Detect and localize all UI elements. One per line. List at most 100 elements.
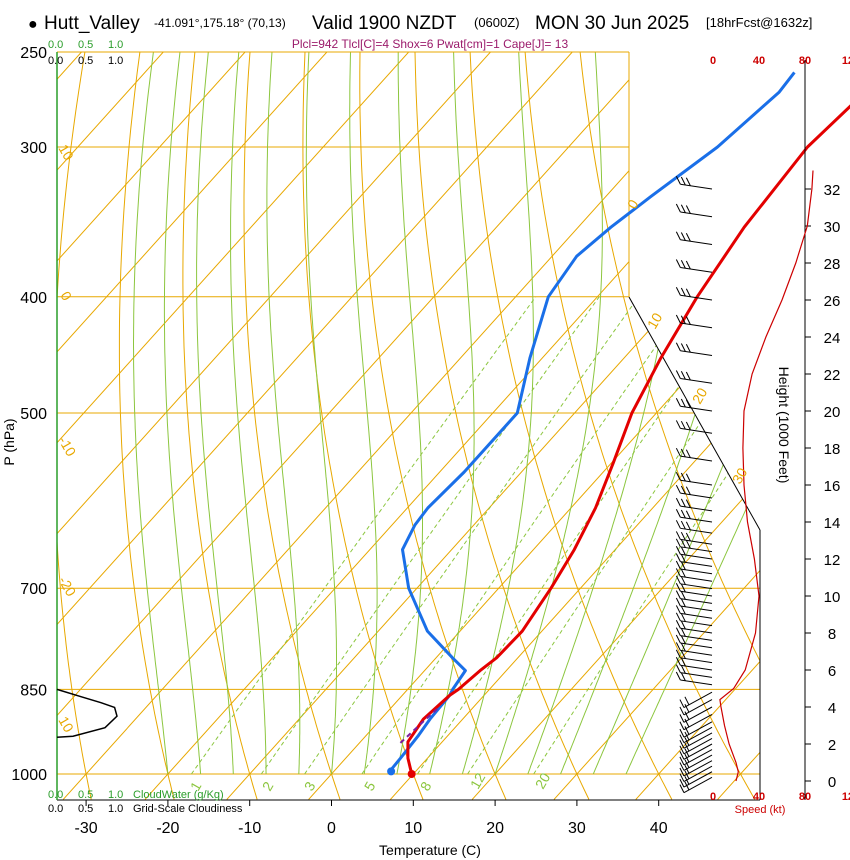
- wind-barb-feather: [680, 635, 686, 644]
- wind-barb-feather: [680, 371, 686, 380]
- cloud-top-black-2: 1.0: [108, 55, 123, 67]
- wind-barb-staff: [680, 612, 713, 619]
- wind-barb-staff: [680, 492, 713, 499]
- wind-barb-feather: [675, 597, 681, 607]
- wind-barb-feather: [680, 398, 686, 408]
- wind-barb: [675, 656, 713, 671]
- dry-adiabat: [523, 52, 756, 800]
- wind-barb-feather: [685, 532, 691, 542]
- dry-adiabat: [631, 52, 760, 800]
- wind-barb: [675, 447, 713, 462]
- wind-barb-feather: [680, 287, 686, 297]
- wind-barb-feather: [680, 539, 686, 548]
- temperature-tick-label: 40: [650, 820, 668, 837]
- wind-barb-feather: [680, 531, 686, 541]
- wind-barb-feather: [675, 397, 681, 407]
- wind-barb-feather: [685, 344, 691, 353]
- wind-barb-staff: [680, 546, 713, 553]
- wind-barb-staff: [680, 649, 713, 656]
- wind-barb-feather: [685, 371, 691, 381]
- mixing-ratio-label: 20: [532, 770, 554, 792]
- isotherm: [57, 52, 183, 800]
- wind-barb-staff: [680, 183, 713, 190]
- wind-barb-feather: [675, 447, 681, 457]
- cloud-bottom-green-2: 1.0: [108, 789, 123, 801]
- wind-barb: [675, 671, 713, 686]
- temperature-axis: -30 -20 -10 0 10 20 30 40: [75, 800, 668, 837]
- station-location: -41.091°,175.18° (70,13): [154, 16, 286, 30]
- temperature-tick-label: 30: [568, 820, 586, 837]
- wind-barb-staff: [683, 726, 713, 744]
- cloud-bottom-black-0: 0.0: [48, 803, 63, 815]
- wind-barb-staff: [680, 620, 713, 627]
- wind-barb-feather: [680, 665, 686, 674]
- tropo-edge-line: [628, 296, 761, 531]
- wind-barb-feather: [675, 314, 681, 324]
- wind-barb: [679, 699, 713, 716]
- wind-barb-feather: [680, 546, 686, 556]
- dry-adiabat-label: 10: [55, 142, 77, 164]
- wind-barb-staff: [680, 266, 713, 273]
- wind-barb-feather: [679, 728, 685, 738]
- wind-barb-feather: [679, 784, 685, 793]
- moist-adiabat: [494, 52, 603, 775]
- height-tick-label: 32: [824, 182, 841, 199]
- wind-barb-feather: [680, 176, 686, 186]
- wind-barb-feather: [679, 734, 685, 743]
- temperature-line: [406, 104, 850, 775]
- wind-barb-feather: [675, 642, 681, 651]
- height-tick-label: 4: [828, 700, 836, 717]
- height-tick-label: 0: [828, 774, 836, 791]
- wind-barb: [675, 471, 713, 486]
- wind-barb-feather: [675, 656, 681, 666]
- wind-barb-staff: [680, 239, 713, 245]
- wind-barb-feather: [680, 620, 686, 630]
- wind-barb: [675, 538, 713, 553]
- wind-barb-staff: [680, 455, 713, 462]
- moist-adiabat: [133, 52, 169, 775]
- wind-barb-feather: [680, 448, 686, 458]
- wind-barb-feather: [675, 497, 681, 507]
- wind-barb-feather: [675, 342, 681, 351]
- height-tick-label: 28: [824, 256, 841, 273]
- wind-barb-feather: [685, 510, 691, 519]
- wind-barb-feather: [675, 175, 681, 185]
- wind-barb-feather: [679, 751, 685, 760]
- isopleths: [57, 52, 760, 800]
- wind-barb-feather: [679, 745, 685, 755]
- wind-barb-staff: [680, 527, 713, 534]
- wind-barb: [679, 691, 713, 708]
- height-tick-label: 30: [824, 219, 841, 236]
- wind-barb: [675, 649, 713, 664]
- wind-barb-feather: [679, 706, 685, 716]
- wind-barb-feather: [675, 531, 681, 540]
- speed-tick-label-bottom: 0: [710, 791, 716, 803]
- wind-barb-feather: [675, 605, 681, 614]
- wind-barb-feather: [675, 671, 681, 681]
- wind-barb-staff: [680, 590, 713, 597]
- wind-barb-feather: [675, 612, 681, 622]
- cloud-bottom-green-0: 0.0: [48, 789, 63, 801]
- wind-barb-feather: [679, 699, 685, 708]
- speed-axis-label: Speed (kt): [735, 804, 786, 816]
- wind-barb-feather: [684, 711, 690, 720]
- cloud-bottom-black-1: 0.5: [78, 803, 93, 815]
- wind-barb-feather: [680, 650, 686, 659]
- pressure-tick-label: 850: [20, 682, 47, 699]
- height-tick-label: 10: [824, 589, 841, 606]
- wind-barb-feather: [675, 553, 681, 562]
- moist-adiabat-label: 10: [644, 310, 666, 332]
- wind-barb-feather: [685, 473, 691, 482]
- wind-barb-feather: [680, 420, 686, 430]
- wind-barb-feather: [685, 288, 691, 297]
- wind-barb-feather: [680, 204, 686, 213]
- dry-adiabat: [468, 52, 673, 800]
- moist-adiabat: [163, 52, 202, 775]
- wind-barb: [675, 175, 713, 190]
- wind-barb: [675, 508, 713, 523]
- wind-barb-feather: [675, 560, 681, 570]
- wind-barb-feather: [675, 370, 681, 379]
- wind-barb-staff: [683, 691, 713, 708]
- wind-barb-feather: [684, 726, 690, 735]
